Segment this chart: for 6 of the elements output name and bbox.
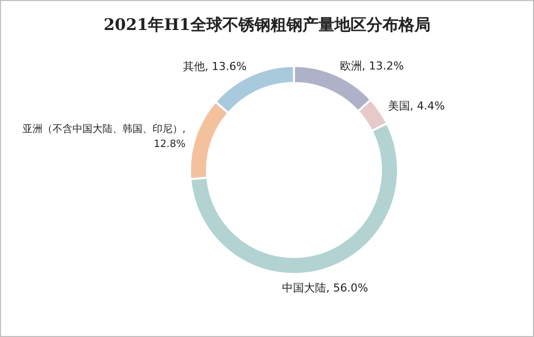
category: 中国大陆 [282, 282, 326, 295]
category: 欧洲 [340, 60, 362, 73]
category: 其他 [182, 60, 205, 74]
category: 美国 [388, 99, 410, 112]
category: 亚洲（不含中国大陆、韩国、印尼） [22, 124, 182, 135]
chart-title: 2021年H1全球不锈钢粗钢产量地区分布格局 [104, 15, 430, 34]
